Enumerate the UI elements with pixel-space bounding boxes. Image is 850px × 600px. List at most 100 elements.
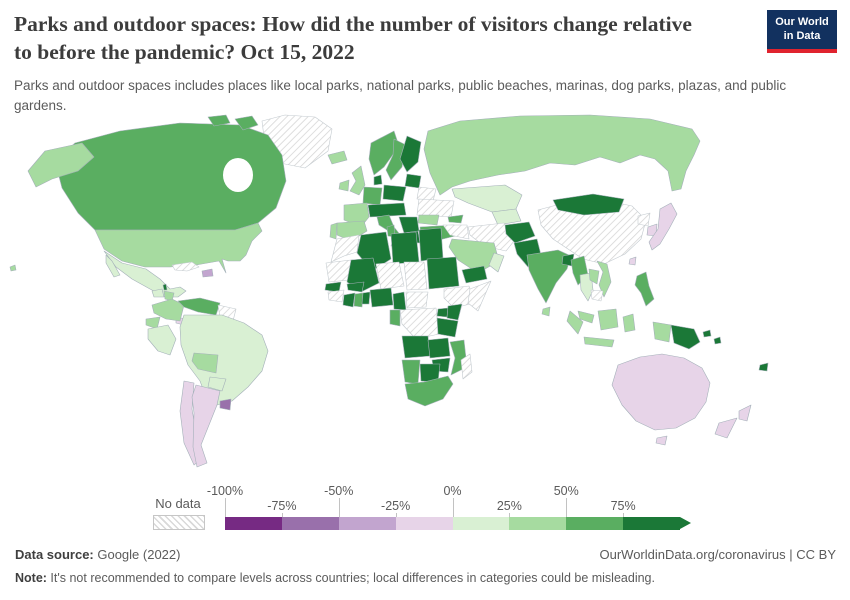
country-solomon-1[interactable] — [702, 329, 712, 338]
country-balkans[interactable] — [398, 216, 420, 234]
country-sri-lanka[interactable] — [541, 306, 551, 317]
legend-bucket-4[interactable] — [452, 517, 510, 530]
country-java[interactable] — [583, 336, 615, 348]
country-venezuela[interactable] — [177, 297, 221, 316]
country-mongolia[interactable] — [552, 193, 625, 216]
country-tasmania[interactable] — [655, 435, 668, 446]
country-car[interactable] — [405, 291, 429, 309]
country-libya[interactable] — [390, 231, 420, 265]
country-chad[interactable] — [403, 261, 428, 291]
country-japan[interactable] — [648, 202, 678, 251]
country-nz-south[interactable] — [714, 417, 738, 439]
country-south-africa[interactable] — [404, 375, 454, 407]
footer-attribution[interactable]: OurWorldinData.org/coronavirus | CC BY — [599, 547, 836, 562]
country-ireland[interactable] — [338, 179, 350, 192]
country-bolivia[interactable] — [191, 352, 219, 374]
country-cameroon[interactable] — [392, 291, 407, 311]
country-yemen[interactable] — [461, 265, 488, 284]
country-guatemala[interactable] — [151, 288, 165, 298]
country-nz-north[interactable] — [738, 404, 752, 422]
legend-bucket-3[interactable] — [395, 517, 453, 530]
country-taiwan[interactable] — [628, 256, 637, 266]
legend-bucket-6[interactable] — [566, 517, 624, 530]
country-malaysia[interactable] — [577, 310, 595, 324]
country-mauritania[interactable] — [325, 259, 352, 283]
country-uganda[interactable] — [436, 307, 449, 318]
country-central-asia[interactable] — [491, 208, 522, 226]
country-egypt[interactable] — [418, 227, 444, 262]
country-iran[interactable] — [467, 222, 515, 252]
country-canada-islands2[interactable] — [207, 114, 231, 127]
country-zambia[interactable] — [427, 337, 451, 359]
country-india[interactable] — [526, 249, 572, 304]
country-iraq-syria[interactable] — [442, 224, 470, 240]
country-argentina[interactable] — [191, 384, 221, 468]
country-alaska[interactable] — [27, 142, 95, 188]
country-uk[interactable] — [349, 165, 366, 196]
country-usa[interactable] — [94, 222, 263, 274]
country-iceland[interactable] — [327, 150, 348, 165]
country-philippines[interactable] — [634, 271, 655, 307]
country-cuba[interactable] — [171, 261, 200, 272]
country-kenya[interactable] — [446, 303, 463, 321]
legend-no-data-swatch[interactable] — [153, 515, 205, 530]
country-finland[interactable] — [399, 135, 422, 173]
country-burkina-faso[interactable] — [346, 281, 365, 293]
country-hispaniola[interactable] — [201, 268, 214, 278]
country-paraguay[interactable] — [207, 376, 227, 392]
country-kazakhstan[interactable] — [451, 184, 523, 213]
country-laos[interactable] — [588, 268, 600, 285]
country-ukraine[interactable] — [416, 198, 455, 218]
country-russia[interactable] — [423, 114, 701, 196]
country-madagascar[interactable] — [460, 353, 473, 380]
country-cambodia[interactable] — [590, 289, 604, 302]
legend-bucket-1[interactable] — [281, 517, 339, 530]
country-ethiopia[interactable] — [443, 285, 475, 309]
country-png[interactable] — [670, 324, 701, 350]
country-hawaii[interactable] — [9, 264, 17, 272]
country-namibia[interactable] — [401, 359, 421, 385]
country-poland[interactable] — [382, 184, 407, 202]
legend-bucket-7[interactable] — [623, 517, 680, 530]
country-sulawesi[interactable] — [622, 313, 636, 333]
country-canada-islands[interactable] — [234, 115, 259, 131]
country-brazil[interactable] — [179, 314, 269, 406]
country-portugal[interactable] — [329, 222, 338, 240]
country-australia[interactable] — [611, 353, 711, 431]
country-congo[interactable] — [389, 309, 401, 327]
country-west-papua[interactable] — [652, 321, 672, 343]
country-norway[interactable] — [368, 130, 400, 176]
legend-bucket-0[interactable] — [225, 517, 282, 530]
country-vietnam[interactable] — [596, 260, 612, 298]
country-peru[interactable] — [147, 324, 177, 356]
country-belize[interactable] — [162, 283, 168, 291]
country-afghanistan[interactable] — [504, 221, 536, 244]
country-colombia[interactable] — [151, 298, 185, 322]
country-benin-togo[interactable] — [361, 291, 371, 305]
country-romania[interactable] — [417, 214, 440, 226]
legend-bucket-2[interactable] — [338, 517, 396, 530]
country-baltics[interactable] — [404, 173, 422, 189]
country-oman[interactable] — [488, 252, 505, 273]
country-sumatra[interactable] — [566, 310, 584, 335]
country-central-europe[interactable] — [367, 202, 407, 218]
country-ghana[interactable] — [353, 292, 364, 308]
country-tanzania[interactable] — [436, 317, 459, 338]
country-guinea[interactable] — [327, 289, 345, 303]
country-niger[interactable] — [375, 261, 405, 290]
country-morocco[interactable] — [330, 234, 360, 263]
country-germany[interactable] — [362, 186, 383, 206]
legend-bucket-5[interactable] — [509, 517, 567, 530]
country-cote-divoire[interactable] — [342, 292, 356, 308]
country-baja[interactable] — [105, 254, 121, 278]
country-caucasus[interactable] — [447, 214, 464, 224]
country-somalia[interactable] — [467, 280, 492, 312]
country-angola[interactable] — [401, 335, 431, 359]
country-fiji[interactable] — [758, 362, 769, 372]
country-uruguay[interactable] — [219, 398, 232, 411]
country-solomon-2[interactable] — [713, 336, 722, 345]
country-sudan[interactable] — [426, 256, 460, 290]
country-denmark[interactable] — [373, 174, 383, 186]
country-borneo[interactable] — [597, 308, 619, 331]
country-drc[interactable] — [399, 307, 440, 340]
